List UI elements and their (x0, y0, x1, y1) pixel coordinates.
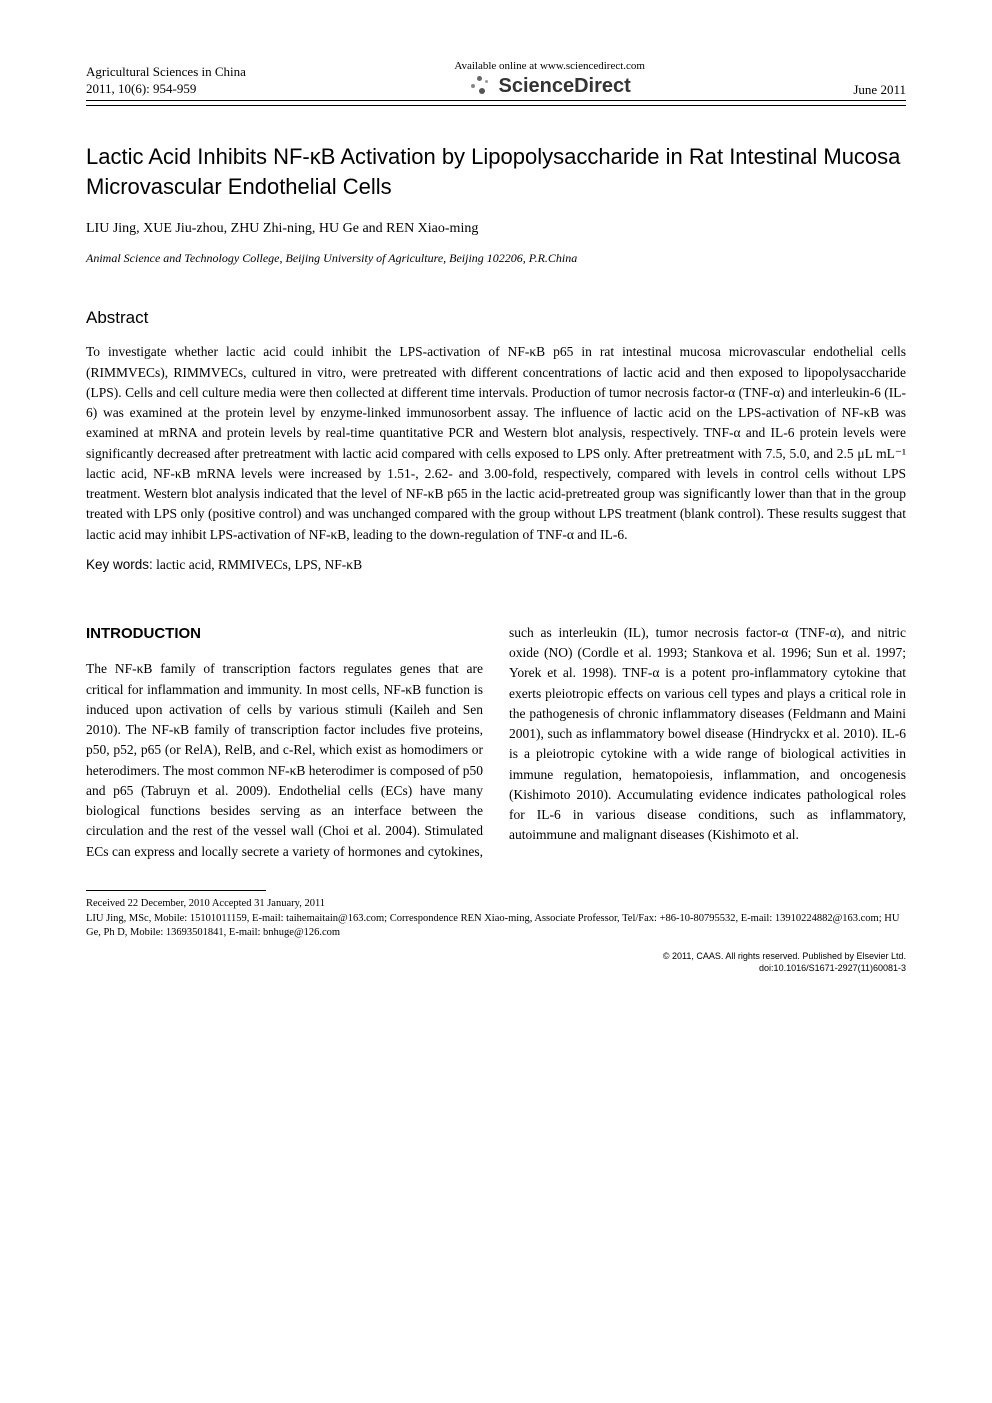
intro-col1: The NF-κB family of transcription factor… (86, 661, 483, 858)
sciencedirect-icon (469, 74, 493, 98)
keywords-label: Key words: (86, 557, 153, 572)
page-header: Agricultural Sciences in China 2011, 10(… (86, 60, 906, 101)
abstract-heading: Abstract (86, 308, 906, 328)
copyright-line2: doi:10.1016/S1671-2927(11)60081-3 (86, 963, 906, 975)
copyright-block: © 2011, CAAS. All rights reserved. Publi… (86, 951, 906, 974)
authors: LIU Jing, XUE Jiu-zhou, ZHU Zhi-ning, HU… (86, 221, 906, 237)
copyright-line1: © 2011, CAAS. All rights reserved. Publi… (86, 951, 906, 963)
body-columns: INTRODUCTION The NF-κB family of transcr… (86, 623, 906, 862)
correspondence-line: LIU Jing, MSc, Mobile: 15101011159, E-ma… (86, 912, 906, 941)
article-title: Lactic Acid Inhibits NF-κB Activation by… (86, 142, 906, 201)
sciencedirect-logo: ScienceDirect (454, 74, 645, 98)
header-rule (86, 105, 906, 106)
keywords-line: Key words: lactic acid, RMMIVECs, LPS, N… (86, 557, 906, 573)
journal-name: Agricultural Sciences in China (86, 64, 246, 81)
affiliation: Animal Science and Technology College, B… (86, 251, 906, 266)
introduction-heading: INTRODUCTION (86, 623, 483, 646)
availability-text: Available online at www.sciencedirect.co… (454, 60, 645, 72)
received-line: Received 22 December, 2010 Accepted 31 J… (86, 897, 906, 912)
sciencedirect-text: ScienceDirect (499, 75, 631, 98)
journal-info: Agricultural Sciences in China 2011, 10(… (86, 64, 246, 98)
abstract-body: To investigate whether lactic acid could… (86, 342, 906, 545)
footer-rule (86, 890, 266, 891)
citation: 2011, 10(6): 954-959 (86, 81, 246, 98)
keywords-values: lactic acid, RMMIVECs, LPS, NF-κB (153, 557, 362, 572)
availability-block: Available online at www.sciencedirect.co… (454, 60, 645, 98)
publication-date: June 2011 (853, 82, 906, 98)
